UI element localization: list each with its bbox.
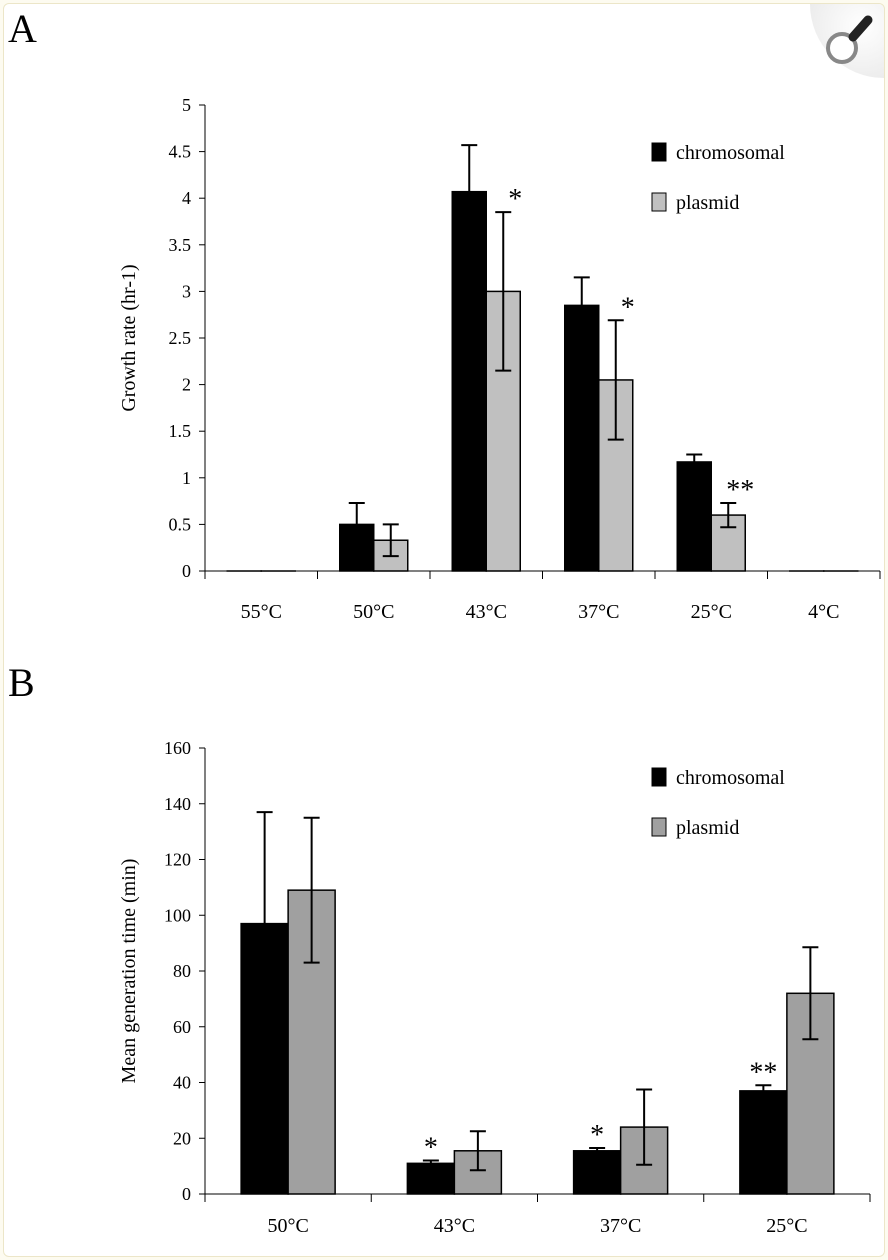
y-tick-label: 2.5 <box>169 328 192 348</box>
panel-label: A <box>8 6 37 51</box>
legend-swatch-plasmid <box>651 817 667 837</box>
y-tick-label: 1.5 <box>169 421 192 441</box>
bar-chromosomal <box>572 1150 622 1195</box>
x-tick-label: 4°C <box>808 601 839 623</box>
y-tick-label: 160 <box>164 738 191 758</box>
legend-label: plasmid <box>676 192 739 214</box>
legend-swatch-chromosomal <box>651 767 667 787</box>
panel-label: B <box>8 660 35 705</box>
y-tick-label: 0 <box>182 561 191 581</box>
x-tick-label: 50°C <box>353 601 394 623</box>
y-tick-label: 4.5 <box>169 142 192 162</box>
y-tick-label: 0.5 <box>169 514 192 534</box>
bar-chromosomal <box>339 523 375 572</box>
y-tick-label: 2 <box>182 375 191 395</box>
zoom-button[interactable] <box>810 4 884 78</box>
y-tick-label: 20 <box>173 1128 191 1148</box>
x-tick-label: 43°C <box>466 601 507 623</box>
figure-frame <box>3 3 885 1257</box>
significance-marker: * <box>621 292 635 323</box>
x-tick-label: 25°C <box>766 1215 807 1237</box>
bar-chromosomal <box>406 1162 456 1195</box>
significance-marker: * <box>424 1133 438 1164</box>
bar-chromosomal <box>240 922 289 1195</box>
y-tick-label: 60 <box>173 1017 191 1037</box>
y-tick-label: 3 <box>182 281 191 301</box>
y-tick-label: 0 <box>182 1184 191 1204</box>
significance-marker: ** <box>749 1057 777 1088</box>
bar-plasmid <box>598 379 634 572</box>
significance-marker: * <box>508 184 522 215</box>
y-tick-label: 4 <box>182 188 191 208</box>
y-tick-label: 3.5 <box>169 235 192 255</box>
x-tick-label: 55°C <box>241 601 282 623</box>
y-tick-label: 140 <box>164 794 191 814</box>
legend-label: chromosomal <box>676 142 785 164</box>
y-tick-label: 1 <box>182 468 191 488</box>
bar-chromosomal <box>451 190 487 572</box>
x-tick-label: 43°C <box>434 1215 475 1237</box>
bar-chromosomal <box>739 1090 788 1195</box>
x-tick-label: 37°C <box>600 1215 641 1237</box>
y-tick-label: 5 <box>182 95 191 115</box>
legend-swatch-plasmid <box>651 192 667 212</box>
y-tick-label: 80 <box>173 961 191 981</box>
bar-chromosomal <box>564 304 600 572</box>
y-tick-label: 40 <box>173 1073 191 1093</box>
y-tick-label: 100 <box>164 905 191 925</box>
significance-marker: ** <box>726 475 754 506</box>
y-tick-label: 120 <box>164 850 191 870</box>
bar-chromosomal <box>676 461 712 572</box>
legend-label: chromosomal <box>676 767 785 789</box>
y-axis-label: Mean generation time (min) <box>118 859 140 1084</box>
y-axis-label: Growth rate (hr-1) <box>118 264 140 411</box>
legend-swatch-chromosomal <box>651 142 667 162</box>
significance-marker: * <box>590 1120 604 1151</box>
legend-label: plasmid <box>676 817 739 839</box>
x-tick-label: 50°C <box>267 1215 308 1237</box>
magnifier-icon <box>826 15 873 64</box>
x-tick-label: 37°C <box>578 601 619 623</box>
x-tick-label: 25°C <box>691 601 732 623</box>
